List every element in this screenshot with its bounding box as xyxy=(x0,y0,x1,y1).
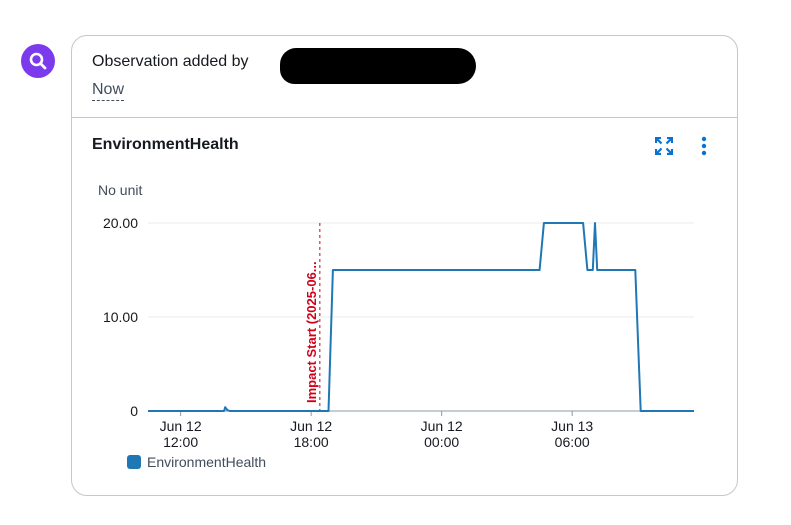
divider xyxy=(72,117,737,118)
observation-text: Observation added by xyxy=(92,53,249,70)
y-tick-label: 0 xyxy=(130,403,138,419)
widget-title: EnvironmentHealth xyxy=(92,136,239,153)
x-tick-label-day: Jun 12 xyxy=(421,418,463,434)
legend-swatch xyxy=(127,455,141,469)
x-tick-label-day: Jun 12 xyxy=(290,418,332,434)
chart-legend[interactable]: EnvironmentHealth xyxy=(127,454,266,470)
redacted-author xyxy=(280,48,476,84)
x-tick-label-time: 18:00 xyxy=(294,434,329,450)
observation-card: Observation added by Now EnvironmentHeal… xyxy=(71,35,738,496)
observation-header: Observation added by Now xyxy=(92,48,717,112)
x-tick-label-time: 12:00 xyxy=(163,434,198,450)
x-tick-label-time: 06:00 xyxy=(555,434,590,450)
search-icon xyxy=(21,44,55,78)
annotation-label: Impact Start (2025-06... xyxy=(304,261,319,403)
expand-icon[interactable] xyxy=(652,134,676,158)
x-tick-label-day: Jun 13 xyxy=(551,418,593,434)
more-vertical-icon[interactable] xyxy=(692,134,716,158)
x-tick-label-time: 00:00 xyxy=(424,434,459,450)
legend-label: EnvironmentHealth xyxy=(147,454,267,470)
observation-time-link[interactable]: Now xyxy=(92,80,125,101)
y-unit-label: No unit xyxy=(98,182,142,198)
y-tick-label: 20.00 xyxy=(103,215,138,231)
y-tick-label: 10.00 xyxy=(103,309,138,325)
x-tick-label-day: Jun 12 xyxy=(160,418,202,434)
series-line-environment-health xyxy=(148,222,694,412)
